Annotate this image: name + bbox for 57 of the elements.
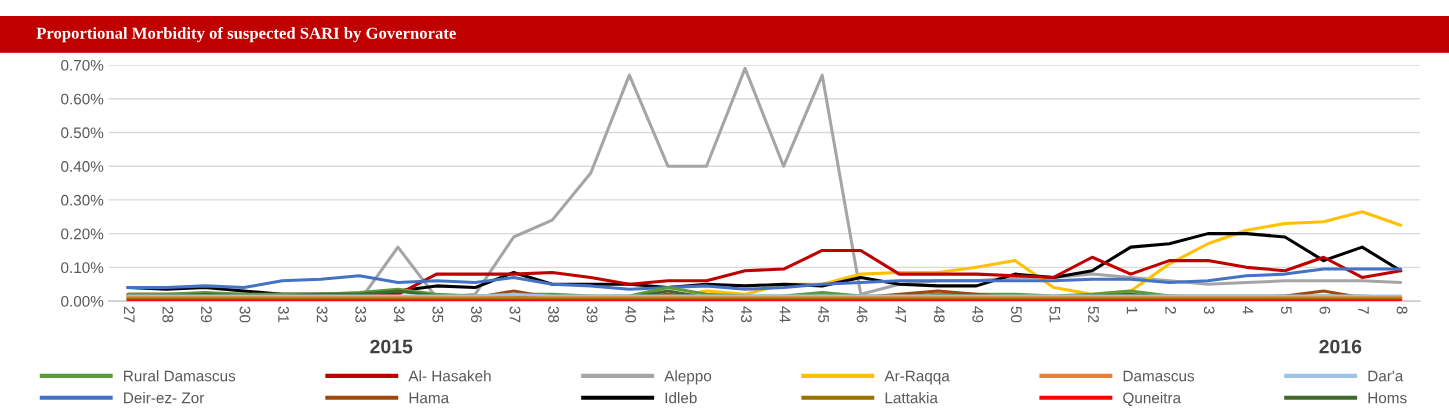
x-tick-label: 52 <box>1088 306 1099 323</box>
x-tick-label: 7 <box>1358 306 1369 314</box>
legend-label: Quneitra <box>1123 392 1182 407</box>
legend-label: Idleb <box>665 392 697 404</box>
x-tick-label: 32 <box>316 306 328 323</box>
x-tick-label: 42 <box>702 306 714 323</box>
x-tick-label: 44 <box>779 306 791 323</box>
x-tick-label: 35 <box>432 306 444 323</box>
x-tick-label: 28 <box>162 306 174 323</box>
legend-label: Homs <box>1368 392 1407 404</box>
x-tick-label: 39 <box>586 306 598 323</box>
legend-label: Dar'a <box>1368 370 1404 382</box>
y-tick-label: 0.10% <box>61 262 104 274</box>
legend-label: Damascus <box>1123 370 1195 382</box>
x-tick-label: 40 <box>625 306 637 323</box>
x-tick-label: 8 <box>1396 306 1408 314</box>
legend-label: Rural Damascus <box>124 370 236 382</box>
y-tick-label: 0.00% <box>61 295 104 307</box>
x-tick-label: 41 <box>663 306 675 323</box>
x-tick-label: 33 <box>355 306 367 323</box>
chart-title: Proportional Morbidity of suspected SARI by Governorate <box>36 26 456 43</box>
x-tick-label: 27 <box>124 306 135 323</box>
x-tick-label: 50 <box>1010 306 1022 323</box>
text: 2015 <box>370 339 413 354</box>
x-tick-label: 3 <box>1203 306 1215 314</box>
y-tick-label: 0.50% <box>61 127 104 139</box>
legend-label: Lattakia <box>885 392 938 404</box>
x-tick-label: 36 <box>470 306 482 323</box>
x-tick-label: 6 <box>1319 306 1331 314</box>
x-tick-label: 51 <box>1049 306 1061 323</box>
x-tick-label: 29 <box>201 306 212 323</box>
x-tick-label: 2 <box>1165 306 1177 314</box>
legend-label: Deir-ez- Zor <box>124 392 205 404</box>
x-tick-label: 37 <box>509 306 521 323</box>
x-tick-label: 48 <box>933 306 945 323</box>
x-tick-label: 38 <box>548 306 559 323</box>
x-tick-label: 49 <box>972 306 984 323</box>
y-tick-label: 0.40% <box>61 161 104 172</box>
y-tick-label: 0.30% <box>61 194 104 206</box>
y-tick-label: 0.70% <box>61 59 104 71</box>
legend-label: Hama <box>409 392 450 404</box>
x-tick-label: 1 <box>1126 307 1138 314</box>
x-tick-label: 4 <box>1242 306 1254 314</box>
x-tick-label: 30 <box>239 306 251 323</box>
text: 2016 <box>1319 339 1362 354</box>
x-tick-label: 46 <box>856 306 868 323</box>
x-tick-label: 5 <box>1280 306 1292 314</box>
x-tick-label: 31 <box>278 306 289 323</box>
x-tick-label: 45 <box>818 306 829 323</box>
y-tick-label: 0.60% <box>61 93 104 105</box>
x-tick-label: 47 <box>895 306 906 323</box>
legend-label: Al- Hasakeh <box>408 370 491 382</box>
legend-label: Ar-Raqqa <box>884 370 950 385</box>
x-tick-label: 43 <box>740 306 752 323</box>
x-tick-label: 34 <box>393 306 405 323</box>
legend-label: Aleppo <box>664 370 712 385</box>
y-tick-label: 0.20% <box>61 228 104 240</box>
